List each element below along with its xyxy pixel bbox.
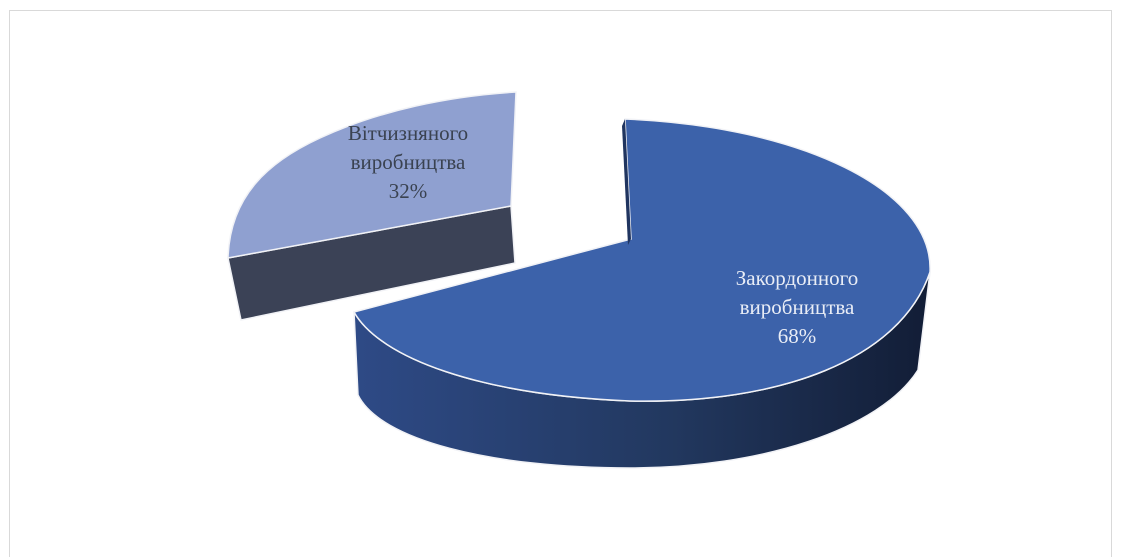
slice-foreign-label-line2: виробництва [740, 295, 855, 319]
slice-domestic-percent: 32% [389, 179, 428, 203]
slice-foreign [352, 118, 931, 469]
slice-domestic [227, 91, 517, 321]
slice-domestic-label-line2: виробництва [351, 150, 466, 174]
slice-domestic-label-line1: Вітчизняного [348, 121, 468, 145]
slice-foreign-label-line1: Закордонного [736, 266, 858, 290]
slice-domestic-top [227, 91, 517, 259]
slice-foreign-percent: 68% [778, 324, 817, 348]
slice-foreign-top [352, 118, 931, 402]
slice-foreign-inner-wall [622, 119, 631, 245]
